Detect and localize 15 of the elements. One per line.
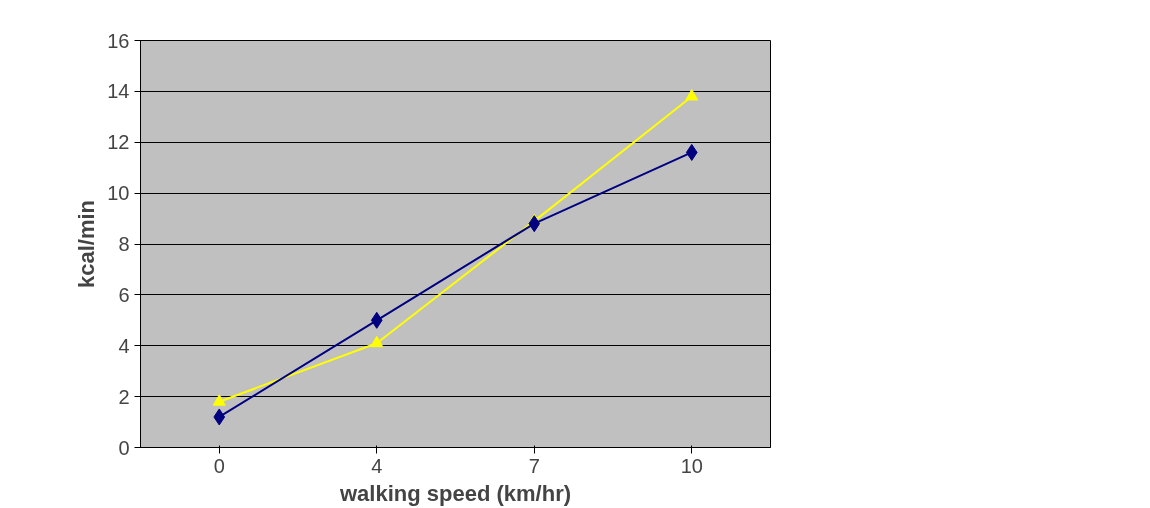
y-tick-label: 0 (118, 436, 130, 459)
x-axis-title: walking speed (km/hr) (338, 480, 572, 506)
x-tick-label: 0 (213, 454, 225, 477)
y-tick-label: 12 (107, 131, 130, 154)
y-tick-label: 2 (118, 385, 130, 408)
y-axis-title: kcal/min (74, 199, 100, 289)
y-tick-label: 4 (118, 334, 130, 357)
y-tick-label: 16 (107, 29, 130, 52)
y-tick-label: 8 (118, 233, 130, 255)
y-tick-label: 14 (107, 80, 130, 103)
x-tick-label: 4 (371, 454, 383, 477)
y-tick-label: 6 (118, 283, 130, 306)
x-tick-label: 10 (680, 454, 703, 477)
x-tick-label: 7 (528, 454, 540, 477)
y-tick-label: 10 (107, 182, 130, 205)
